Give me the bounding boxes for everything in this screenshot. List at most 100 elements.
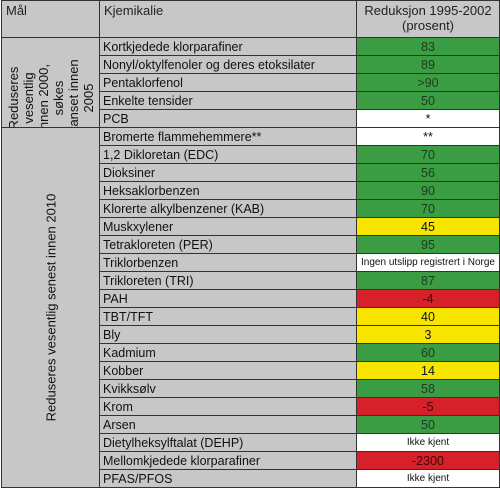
- reduction-value: 83: [356, 37, 500, 56]
- table-row: Mellomkjedede klorparafiner -2300: [2, 451, 500, 470]
- chemical-name: Kobber: [99, 361, 357, 380]
- chemical-name: Kadmium: [99, 343, 357, 362]
- reduction-value: 56: [356, 163, 500, 182]
- table-row: Triklorbenzen Ingen utslipp registrert i …: [2, 253, 500, 272]
- table-row: Nonyl/oktylfenoler og deres etoksilater 8…: [2, 55, 500, 74]
- header-row: Mål Kjemikalie Reduksjon 1995-2002 (pros…: [1, 0, 500, 38]
- table-row: Pentaklorfenol >90: [2, 73, 500, 92]
- reduction-value-text: 3: [424, 327, 432, 342]
- goal-group-cell: Reduseres vesentlig innen 2000, søkes st…: [1, 37, 100, 128]
- table-row: Kvikksølv 58: [2, 379, 500, 398]
- reduction-value: 90: [356, 181, 500, 200]
- chemical-name: Heksaklorbenzen: [99, 181, 357, 200]
- chemical-name: Trikloreten (TRI): [99, 271, 357, 290]
- reduction-value: -5: [356, 397, 500, 416]
- reduction-value: 87: [356, 271, 500, 290]
- reduction-value-text: 56: [421, 165, 435, 180]
- reduction-value: Ikke kjent: [356, 433, 500, 452]
- chemical-name: Tetrakloreten (PER): [99, 235, 357, 254]
- table-row: Arsen 50: [2, 415, 500, 434]
- reduction-value: 45: [356, 217, 500, 236]
- reduction-value: 70: [356, 145, 500, 164]
- table-row: Reduseres vesentlig innen 2000, søkes st…: [1, 37, 500, 128]
- reduction-value-text: 87: [421, 273, 435, 288]
- table-row: Muskxylener 45: [2, 217, 500, 236]
- chemical-name: Kortkjedede klorparafiner: [99, 37, 357, 56]
- table-row: Reduseres vesentlig senest innen 2010 Bro…: [1, 127, 500, 488]
- reduction-value-text: -4: [422, 291, 434, 306]
- chemical-name: Klorerte alkylbenzener (KAB): [99, 199, 357, 218]
- reduction-value-text: 45: [421, 219, 435, 234]
- reduction-value-text: 60: [421, 345, 435, 360]
- chemical-name: Kvikksølv: [99, 379, 357, 398]
- reduction-value-text: 70: [421, 147, 435, 162]
- reduction-value: 95: [356, 235, 500, 254]
- reduction-value-text: **: [423, 129, 433, 144]
- reduction-value-text: 89: [421, 57, 435, 72]
- table-row: Kadmium 60: [2, 343, 500, 362]
- chemical-name: Krom: [99, 397, 357, 416]
- chemical-name: PFAS/PFOS: [99, 469, 357, 488]
- table-body: Reduseres vesentlig innen 2000, søkes st…: [1, 37, 500, 488]
- chemical-name: Arsen: [99, 415, 357, 434]
- table-row: Kobber 14: [2, 361, 500, 380]
- chemical-name: Nonyl/oktylfenoler og deres etoksilater: [99, 55, 357, 74]
- reduction-value-text: 95: [421, 237, 435, 252]
- reduction-value-text: 50: [421, 417, 435, 432]
- reduction-value-text: -5: [422, 399, 434, 414]
- reduction-value-text: Ikke kjent: [406, 437, 450, 448]
- reduction-value-text: 40: [421, 309, 435, 324]
- goal-group-label: Reduseres vesentlig innen 2000, søkes st…: [5, 58, 96, 128]
- reduction-value: 58: [356, 379, 500, 398]
- reduction-value-text: Ikke kjent: [406, 473, 450, 484]
- chemical-name: PAH: [99, 289, 357, 308]
- reduction-value: 50: [356, 91, 500, 110]
- reduction-value: Ingen utslipp registrert i Norge: [356, 253, 500, 272]
- table-row: Enkelte tensider 50: [2, 91, 500, 110]
- reduction-value: 40: [356, 307, 500, 326]
- reduction-value: 70: [356, 199, 500, 218]
- header-reduction-line2: (prosent): [401, 18, 455, 33]
- table-row: Klorerte alkylbenzener (KAB) 70: [2, 199, 500, 218]
- reduction-value-text: 70: [421, 201, 435, 216]
- reduction-value: -2300: [356, 451, 500, 470]
- reduction-value: 14: [356, 361, 500, 380]
- table-row: Trikloreten (TRI) 87: [2, 271, 500, 290]
- chemical-name: Enkelte tensider: [99, 91, 357, 110]
- reduction-value-text: *: [425, 111, 431, 126]
- reduction-value: Ikke kjent: [356, 469, 500, 488]
- header-reduction: Reduksjon 1995-2002 (prosent): [356, 0, 500, 38]
- reduction-value-text: -2300: [412, 453, 444, 468]
- reduction-value: *: [356, 109, 500, 128]
- chemical-name: Pentaklorfenol: [99, 73, 357, 92]
- reduction-value: -4: [356, 289, 500, 308]
- reduction-value: 50: [356, 415, 500, 434]
- chemical-name: PCB: [99, 109, 357, 128]
- chemical-name: Dietylheksylftalat (DEHP): [99, 433, 357, 452]
- reduction-value: **: [356, 127, 500, 146]
- chemical-name: Bly: [99, 325, 357, 344]
- goal-group-label: Reduseres vesentlig senest innen 2010: [43, 193, 58, 421]
- table-row: 1,2 Dikloretan (EDC) 70: [2, 145, 500, 164]
- reduction-value-text: 90: [421, 183, 435, 198]
- chemical-name: TBT/TFT: [99, 307, 357, 326]
- header-reduction-line1: Reduksjon 1995-2002: [364, 3, 492, 18]
- reduction-value: >90: [356, 73, 500, 92]
- chemical-name: Triklorbenzen: [99, 253, 357, 272]
- reduction-value: 60: [356, 343, 500, 362]
- chemical-name: Muskxylener: [99, 217, 357, 236]
- chemical-name: Bromerte flammehemmere**: [99, 127, 357, 146]
- reduction-value-text: 14: [421, 363, 435, 378]
- reduction-value-text: 58: [421, 381, 435, 396]
- table-row: Dietylheksylftalat (DEHP) Ikke kjent: [2, 433, 500, 452]
- header-goal: Mål: [1, 0, 100, 38]
- reduction-value: 89: [356, 55, 500, 74]
- table-row: PAH -4: [2, 289, 500, 308]
- table-row: Dioksiner 56: [2, 163, 500, 182]
- reduction-value-text: 50: [421, 93, 435, 108]
- chemical-name: Dioksiner: [99, 163, 357, 182]
- reduction-value-text: >90: [417, 75, 439, 90]
- reduction-value: 3: [356, 325, 500, 344]
- table-row: Krom -5: [2, 397, 500, 416]
